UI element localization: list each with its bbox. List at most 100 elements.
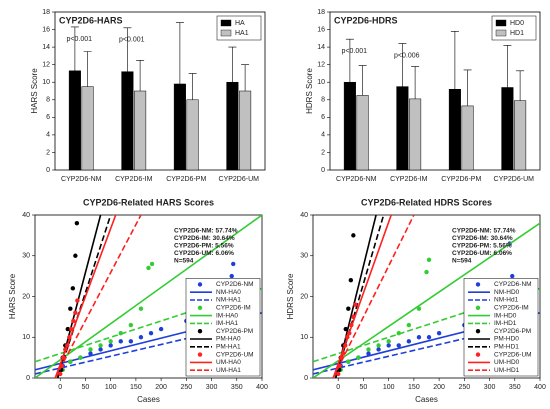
point bbox=[148, 330, 154, 336]
point bbox=[98, 343, 103, 348]
x-tick-label: CYP2D6-PM bbox=[441, 176, 481, 183]
legend-label: CYP2D6-IM bbox=[494, 305, 529, 312]
point bbox=[138, 335, 144, 340]
y-tick-label: 2 bbox=[46, 149, 50, 156]
y-tick-label: 0 bbox=[304, 375, 308, 382]
legend-marker bbox=[475, 352, 481, 357]
error-bar bbox=[123, 27, 132, 72]
annotation: CYP2D6-IM: 30.64% bbox=[452, 235, 513, 242]
y-tick-label: 14 bbox=[42, 44, 50, 51]
x-tick-label: 250 bbox=[458, 384, 470, 391]
fit-line bbox=[54, 215, 142, 378]
y-tick-label: 20 bbox=[22, 293, 30, 300]
y-axis-label: HDRS Score bbox=[305, 68, 314, 114]
x-tick-label: 50 bbox=[82, 384, 90, 391]
legend-marker bbox=[197, 305, 203, 310]
x-tick-label: CYP2D6-NM bbox=[61, 176, 102, 183]
point bbox=[406, 322, 412, 328]
y-tick-label: 10 bbox=[317, 79, 325, 86]
y-tick-label: 4 bbox=[321, 132, 325, 139]
error-bar bbox=[175, 22, 184, 84]
fit-line bbox=[332, 215, 392, 378]
annotation: CYP2D6-PM: 5.56% bbox=[174, 243, 234, 250]
bar bbox=[121, 71, 134, 171]
point bbox=[416, 335, 422, 340]
bar bbox=[501, 87, 514, 171]
legend-label: NM-HD0 bbox=[494, 289, 520, 296]
y-tick-label: 10 bbox=[42, 79, 50, 86]
y-tick-label: 8 bbox=[46, 97, 50, 104]
x-axis-label: Cases bbox=[137, 395, 160, 404]
point bbox=[70, 286, 76, 291]
legend-label: PM-HD0 bbox=[494, 336, 519, 343]
point bbox=[346, 306, 351, 311]
y-tick-label: 40 bbox=[22, 212, 30, 219]
legend-label: NM-HA1 bbox=[216, 297, 241, 304]
legend-label: CYP2D6-PM bbox=[216, 328, 253, 335]
legend-box bbox=[185, 278, 261, 377]
point bbox=[424, 269, 429, 275]
y-tick-label: 2 bbox=[321, 149, 325, 156]
legend-label: NM-Hd1 bbox=[494, 297, 519, 304]
x-tick-label: 0 bbox=[336, 384, 340, 391]
error-bar bbox=[411, 66, 420, 99]
legend-label: PM-HA1 bbox=[216, 344, 241, 351]
bar bbox=[134, 90, 147, 171]
point bbox=[88, 347, 93, 352]
x-tick-label: 100 bbox=[383, 384, 395, 391]
y-tick-label: 10 bbox=[22, 334, 30, 341]
point bbox=[510, 273, 515, 279]
point bbox=[366, 347, 371, 352]
point bbox=[146, 265, 151, 271]
y-tick-label: 14 bbox=[317, 44, 325, 51]
error-bar bbox=[228, 46, 237, 83]
x-tick-label: 300 bbox=[484, 384, 496, 391]
legend-marker bbox=[475, 329, 481, 334]
point bbox=[128, 322, 134, 328]
x-tick-label: 350 bbox=[509, 384, 521, 391]
bar bbox=[461, 105, 474, 171]
x-tick-label: 300 bbox=[206, 384, 218, 391]
x-tick-label: 400 bbox=[534, 384, 546, 391]
legend-label: CYP2D6-NM bbox=[216, 281, 254, 288]
fit-line bbox=[54, 215, 117, 378]
chart-title: CYP2D6-Related HARS Scores bbox=[83, 197, 214, 207]
annotation: CYP2D6-PM: 5.56% bbox=[452, 243, 512, 250]
legend-label: HD1 bbox=[510, 30, 524, 37]
legend-swatch bbox=[220, 19, 232, 27]
annotation: p<0.001 bbox=[342, 48, 368, 55]
point bbox=[356, 355, 361, 360]
point bbox=[68, 359, 73, 364]
bar bbox=[514, 100, 527, 171]
point bbox=[75, 298, 80, 303]
legend-swatch bbox=[495, 19, 507, 27]
bar bbox=[448, 88, 461, 171]
point bbox=[406, 339, 412, 344]
legend-label: IM-HD0 bbox=[494, 312, 517, 319]
bar bbox=[173, 83, 186, 171]
y-tick-label: 4 bbox=[46, 132, 50, 139]
error-bar bbox=[503, 45, 512, 88]
error-bar bbox=[345, 38, 354, 83]
x-tick-label: 0 bbox=[58, 384, 62, 391]
x-tick-label: CYP2D6-IM bbox=[115, 176, 153, 183]
y-tick-label: 30 bbox=[22, 253, 30, 260]
error-bar bbox=[136, 59, 145, 91]
point bbox=[65, 326, 70, 332]
legend-label: UM-HA1 bbox=[216, 367, 241, 374]
y-tick-label: 12 bbox=[42, 62, 50, 69]
x-tick-label: 400 bbox=[256, 384, 268, 391]
point bbox=[78, 355, 83, 360]
x-tick-label: CYP2D6-IM bbox=[390, 176, 428, 183]
error-bar bbox=[70, 26, 79, 71]
point bbox=[366, 351, 371, 356]
point bbox=[426, 257, 432, 263]
bar bbox=[409, 98, 422, 171]
y-tick-label: 10 bbox=[300, 334, 308, 341]
point bbox=[71, 318, 76, 324]
point bbox=[108, 339, 113, 344]
plot-area bbox=[313, 215, 540, 378]
chart-title: CYP2D6-Related HDRS Scores bbox=[361, 197, 492, 207]
point bbox=[336, 371, 341, 377]
